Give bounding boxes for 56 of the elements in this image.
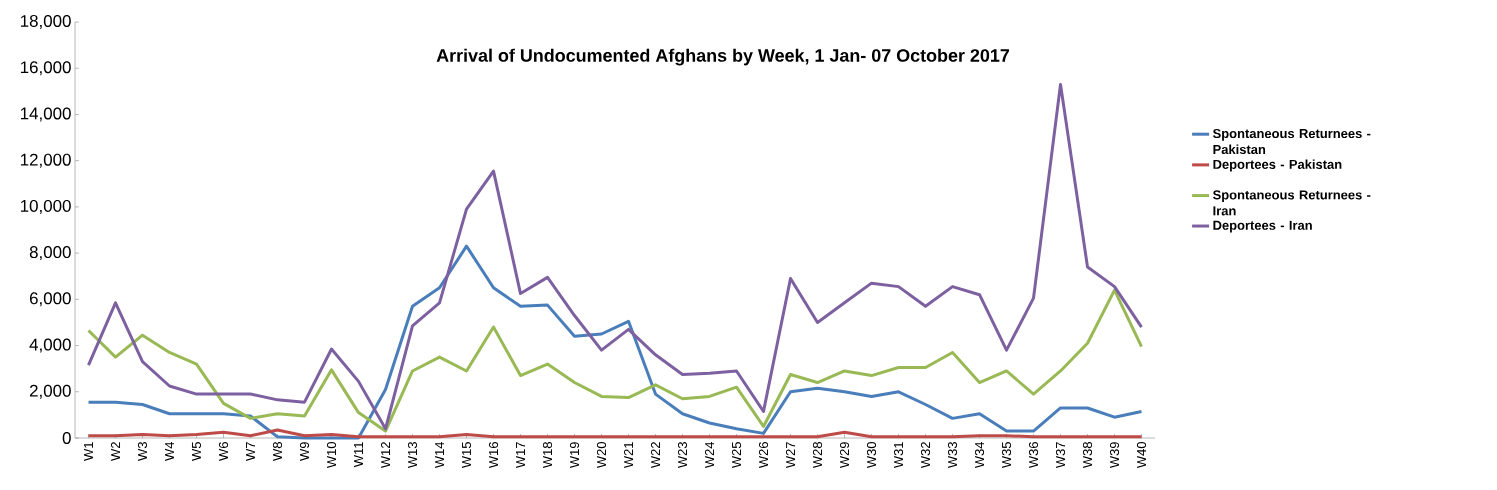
y-tick-label: 8,000 — [29, 246, 71, 261]
x-tick-label: W8 — [272, 442, 283, 461]
x-tick-label: W22 — [650, 442, 661, 469]
y-tick-label: 0 — [62, 432, 71, 444]
x-tick-label: W14 — [435, 441, 444, 469]
y-tick-label: 2,000 — [29, 384, 71, 399]
x-tick-label: W19 — [569, 442, 580, 469]
x-tick-label: W13 — [407, 442, 418, 469]
y-tick-label: 14,000 — [20, 107, 71, 122]
x-tick-label: W11 — [354, 442, 363, 468]
x-tick-label: W16 — [488, 442, 499, 469]
legend-label: Spontaneous Returnees - Iran — [1212, 190, 1371, 216]
x-tick-label: W31 — [893, 442, 904, 469]
x-tick-label: W7 — [246, 442, 255, 461]
legend-label: Deportees - Iran — [1213, 220, 1312, 233]
x-tick-label: W3 — [137, 442, 148, 461]
y-tick-label: 4,000 — [29, 338, 71, 353]
x-tick-label: W9 — [299, 442, 310, 461]
x-tick-label: W23 — [677, 442, 688, 469]
x-tick-label: W39 — [1109, 442, 1120, 469]
x-tick-label: W5 — [191, 442, 202, 461]
x-tick-label: W15 — [461, 442, 472, 469]
line-series — [87, 288, 1144, 433]
x-tick-label: W18 — [542, 442, 553, 469]
x-tick-label: W37 — [1055, 442, 1066, 469]
x-tick-label: W32 — [920, 442, 931, 469]
y-tick-label: 12,000 — [20, 153, 71, 168]
y-tick-label: 18,000 — [20, 15, 71, 29]
x-tick-label: W1 — [84, 442, 93, 461]
text: Arrival of Undocumented Afghans by Week, 1 Jan- 07 October 2017 — [436, 48, 1010, 66]
x-tick-label: W30 — [866, 442, 877, 469]
x-tick-label: W20 — [596, 442, 607, 469]
x-tick-label: W35 — [1001, 442, 1012, 469]
x-tick-label: W28 — [812, 442, 823, 469]
x-tick-label: W29 — [839, 442, 850, 469]
y-tick-label: 10,000 — [20, 199, 71, 214]
legend-label: Deportees - Pakistan — [1213, 159, 1342, 172]
x-tick-label: W36 — [1028, 442, 1039, 469]
x-tick-label: W38 — [1082, 442, 1093, 469]
x-tick-label: W2 — [110, 442, 121, 461]
x-tick-label: W34 — [974, 441, 985, 469]
legend-label: Spontaneous Returnees - Pakistan — [1212, 128, 1371, 155]
x-tick-label: W17 — [516, 442, 525, 469]
y-tick-label: 6,000 — [29, 292, 71, 307]
x-tick-label: W25 — [731, 442, 742, 469]
x-tick-label: W6 — [218, 442, 229, 461]
x-tick-label: W40 — [1136, 442, 1147, 469]
x-tick-label: W26 — [758, 442, 769, 469]
x-tick-label: W4 — [165, 441, 174, 461]
x-tick-label: W24 — [704, 441, 715, 469]
x-tick-label: W12 — [380, 442, 391, 469]
y-tick-label: 16,000 — [20, 61, 71, 76]
x-tick-label: W10 — [326, 442, 337, 469]
x-tick-label: W27 — [785, 442, 796, 469]
x-tick-label: W33 — [947, 442, 958, 469]
x-tick-label: W21 — [623, 442, 634, 469]
